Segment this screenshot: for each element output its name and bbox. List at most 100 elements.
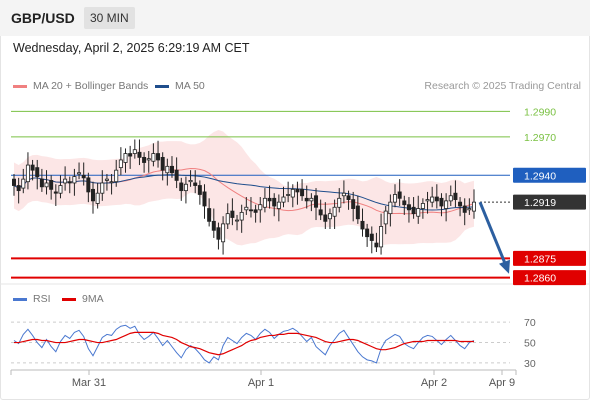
candle: [174, 157, 179, 189]
candle: [202, 184, 207, 219]
interval-selector[interactable]: 30 MIN: [84, 7, 135, 29]
rsi-tick-label: 30: [524, 358, 536, 370]
candle-body: [72, 176, 77, 184]
candle: [262, 188, 267, 213]
candle-body: [174, 169, 179, 181]
level-label-1.2919: 1.2919: [524, 197, 556, 209]
candle: [104, 174, 109, 191]
candle-body: [230, 210, 235, 218]
candle: [165, 158, 170, 186]
candle: [272, 193, 277, 217]
candle: [235, 214, 240, 231]
forecast-arrow-head: [499, 259, 510, 274]
candle: [397, 179, 402, 206]
rsi-ma-line: [14, 331, 474, 356]
candle-body: [30, 164, 35, 171]
candle-body: [132, 149, 137, 154]
candle-body: [318, 209, 323, 216]
candle: [183, 176, 188, 204]
legend-swatch: [62, 297, 76, 301]
candle-body: [44, 182, 49, 188]
legend-swatch: [13, 84, 27, 88]
candle: [402, 195, 407, 215]
candle: [314, 188, 319, 221]
candle: [100, 170, 105, 201]
candle-body: [374, 242, 379, 248]
candle: [365, 223, 370, 247]
candle: [118, 147, 123, 176]
candle: [35, 159, 40, 190]
x-tick-label: Apr 2: [421, 377, 447, 389]
candle-body: [114, 169, 119, 183]
candle: [137, 139, 142, 166]
candle-body: [397, 191, 402, 199]
legend-9ma: 9MA: [62, 293, 104, 305]
candle-body: [123, 153, 128, 163]
candle-body: [258, 204, 263, 211]
candle: [63, 166, 68, 191]
candle-body: [165, 165, 170, 174]
legend-swatch: [13, 297, 27, 301]
candle: [425, 191, 430, 214]
candle: [304, 185, 309, 209]
candle-body: [142, 156, 147, 163]
candle: [225, 203, 230, 230]
candle: [300, 179, 305, 201]
legend-label: MA 20 + Bollinger Bands: [33, 80, 149, 92]
candle: [128, 145, 133, 169]
candle-body: [11, 178, 16, 186]
candle-body: [207, 208, 212, 222]
level-tag-1.2875: [513, 250, 586, 266]
candle-body: [202, 191, 207, 207]
candle: [67, 176, 72, 194]
candle: [286, 181, 291, 203]
candle-body: [109, 181, 114, 184]
rsi-line: [13, 324, 475, 364]
candle: [323, 202, 328, 230]
candle: [318, 199, 323, 221]
candle: [360, 208, 365, 237]
candle: [211, 208, 216, 238]
candle: [11, 174, 16, 196]
candle: [53, 184, 58, 206]
candle: [471, 189, 476, 219]
candle-body: [179, 182, 184, 192]
level-label-1.2860: 1.2860: [524, 273, 556, 285]
candle-body: [430, 196, 435, 203]
candle: [458, 197, 463, 217]
x-tick-label: Apr 1: [248, 377, 274, 389]
candle: [346, 190, 351, 210]
candle-body: [160, 156, 165, 171]
candle-body: [351, 199, 356, 209]
candle: [379, 213, 384, 255]
candle-body: [420, 203, 425, 209]
legend-label: RSI: [33, 293, 51, 305]
candle-body: [235, 219, 240, 222]
candle-body: [388, 201, 393, 215]
candle-body: [267, 197, 272, 202]
candle-body: [188, 180, 193, 183]
candle-body: [216, 227, 221, 240]
ma50-line: [13, 174, 475, 211]
candle-body: [262, 197, 267, 208]
candle: [416, 195, 421, 224]
bollinger-band: [14, 130, 474, 246]
candle-body: [118, 159, 123, 169]
candle: [276, 194, 281, 222]
candle: [462, 198, 467, 226]
legend-label: MA 50: [175, 80, 205, 92]
candle: [39, 168, 44, 192]
candle-body: [416, 208, 421, 217]
copyright-text: Research © 2025 Trading Central: [424, 80, 581, 92]
candle: [351, 191, 356, 222]
candle-body: [439, 197, 444, 207]
candle-body: [248, 209, 253, 212]
candle: [81, 162, 86, 186]
candle: [95, 182, 100, 209]
candle-body: [146, 158, 151, 161]
level-label-1.2940: 1.2940: [524, 170, 556, 182]
candle: [132, 139, 137, 159]
candle-body: [434, 196, 439, 202]
candle-body: [406, 204, 411, 211]
candle-body: [104, 178, 109, 181]
